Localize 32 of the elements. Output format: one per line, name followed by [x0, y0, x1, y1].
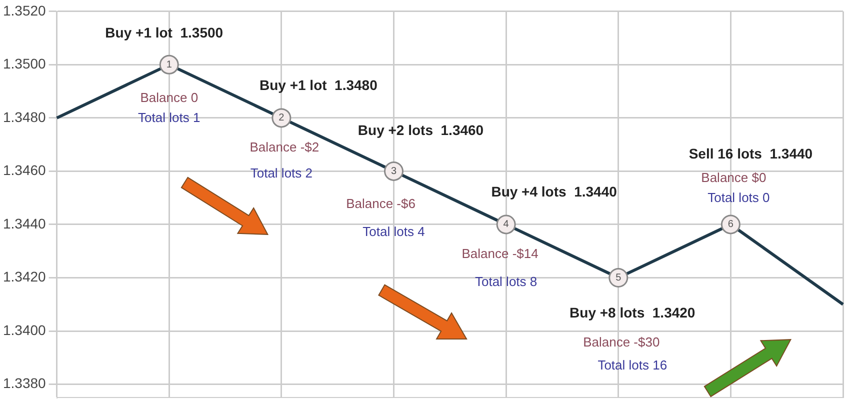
y-tick-label: 1.3500 — [2, 56, 46, 72]
y-tick-label: 1.3460 — [2, 162, 46, 178]
annotation: Buy +1 lot 1.3500 — [105, 24, 224, 41]
annotation: Balance -$14 — [462, 246, 538, 262]
annotation: Buy +1 lot 1.3480 — [259, 76, 378, 93]
y-tick-label: 1.3400 — [2, 322, 46, 338]
y-tick-label: 1.3480 — [2, 108, 46, 125]
annotation: 5 — [616, 272, 622, 284]
annotation: Total lots 1 — [138, 110, 200, 126]
annotation: Total lots 16 — [598, 357, 668, 372]
annotation: Balance $0 — [701, 170, 766, 186]
annotation: Balance 0 — [140, 90, 198, 106]
y-tick-label: 1.3420 — [2, 268, 46, 285]
annotation: Total lots 2 — [250, 166, 313, 181]
annotation: 2 — [278, 112, 285, 124]
annotation: Balance -$30 — [583, 334, 660, 350]
annotation: 3 — [390, 166, 397, 177]
y-tick-label: 1.3520 — [2, 2, 46, 18]
annotation: Buy +8 lots 1.3420 — [570, 304, 696, 321]
annotation: Total lots 4 — [362, 224, 425, 239]
annotation: 6 — [728, 219, 734, 230]
annotation: Balance -$6 — [346, 196, 416, 211]
annotation: 1 — [166, 59, 172, 70]
annotation: Buy +2 lots 1.3460 — [358, 122, 484, 138]
annotation: Sell 16 lots 1.3440 — [688, 145, 813, 162]
y-tick-label: 1.3380 — [2, 375, 46, 392]
annotation: Buy +4 lots 1.3440 — [491, 183, 618, 200]
y-tick-label: 1.3440 — [2, 215, 46, 232]
annotation: Total lots 8 — [474, 274, 538, 290]
annotation: 4 — [503, 219, 510, 230]
annotation: Total lots 0 — [708, 190, 770, 206]
annotation: Balance -$2 — [250, 140, 320, 155]
